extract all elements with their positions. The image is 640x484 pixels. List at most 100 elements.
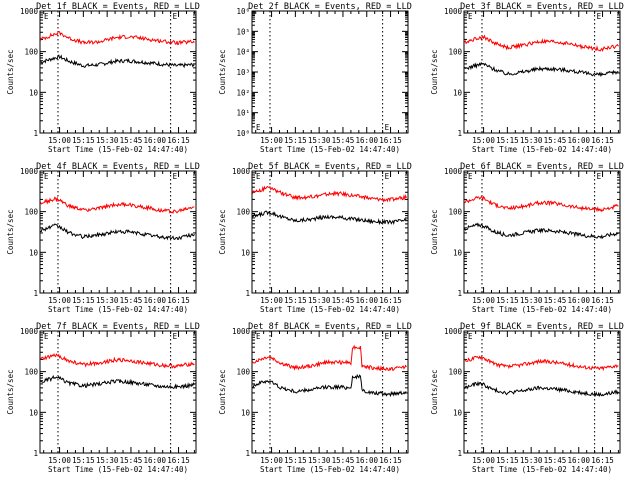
y-axis-label: Counts/sec — [430, 209, 439, 254]
y-tick-label: 1000 — [232, 327, 251, 336]
x-tick-label: 15:00 — [260, 456, 283, 465]
panel-1: Det 1f BLACK = Events, RED = LLD 1 10 100 10… — [6, 2, 200, 154]
panel-6: Det 6f BLACK = Events, RED = LLD 1 10 100 10… — [430, 162, 624, 314]
x-tick-label: 16:15 — [167, 136, 190, 145]
x-tick-label: 15:15 — [72, 136, 95, 145]
panel-7: Det 7f BLACK = Events, RED = LLD 1 10 100 10… — [6, 322, 200, 474]
y-tick-label: 1 — [457, 289, 462, 298]
marker-annotation: E — [468, 332, 473, 341]
x-tick-label: 16:00 — [355, 296, 378, 305]
series-line-events — [464, 61, 619, 78]
plot-frame — [39, 170, 197, 294]
marker-annotation: E — [385, 123, 390, 132]
series-line-lld — [464, 355, 619, 372]
y-tick-label: 10 — [453, 408, 463, 417]
y-tick-label: 1 — [245, 289, 250, 298]
x-tick-label: 16:15 — [591, 296, 614, 305]
panel-8: Det 8f BLACK = Events, RED = LLD 1 10 100 10… — [218, 322, 412, 474]
y-tick-label: 10³ — [236, 68, 250, 77]
marker-annotation: E — [385, 172, 390, 181]
x-tick-label: 15:15 — [72, 456, 95, 465]
marker-annotation: E — [173, 172, 178, 181]
panel-title: Det 3f BLACK = Events, RED = LLD — [460, 2, 624, 12]
x-tick-label: 15:15 — [72, 296, 95, 305]
y-axis-label: Counts/sec — [218, 369, 227, 414]
series-line-events — [252, 210, 407, 226]
x-tick-label: 15:30 — [308, 136, 331, 145]
panel-title: Det 9f BLACK = Events, RED = LLD — [460, 322, 624, 332]
x-tick-label: 15:30 — [96, 456, 119, 465]
x-tick-label: 15:30 — [520, 296, 543, 305]
x-tick-label: 15:30 — [520, 136, 543, 145]
plot-frame — [463, 170, 621, 294]
y-tick-label: 10⁰ — [236, 129, 250, 138]
x-tick-label: 16:00 — [567, 456, 590, 465]
marker-annotation: E — [597, 172, 602, 181]
x-tick-label: 15:15 — [496, 456, 519, 465]
x-tick-label: 16:15 — [591, 136, 614, 145]
x-tick-label: 15:45 — [120, 296, 143, 305]
y-tick-label: 100 — [448, 48, 462, 57]
x-tick-label: 15:45 — [120, 136, 143, 145]
marker-annotation: E — [173, 12, 178, 21]
x-tick-label: 15:30 — [308, 296, 331, 305]
y-tick-label: 100 — [236, 368, 250, 377]
marker-annotation: E — [173, 332, 178, 341]
series-line-events — [464, 380, 619, 397]
y-tick-label: 1000 — [20, 7, 39, 16]
y-tick-label: 100 — [448, 208, 462, 217]
x-axis-label: Start Time (15-Feb-02 14:47:40) — [472, 305, 612, 314]
x-tick-label: 15:45 — [120, 456, 143, 465]
y-axis-label: Counts/sec — [218, 209, 227, 254]
y-tick-label: 10⁴ — [236, 48, 250, 57]
y-tick-label: 1000 — [444, 7, 463, 16]
x-tick-label: 15:15 — [496, 296, 519, 305]
y-tick-label: 1 — [457, 449, 462, 458]
series-line-events — [40, 54, 195, 69]
marker-annotation: E — [468, 172, 473, 181]
x-axis-label: Start Time (15-Feb-02 14:47:40) — [260, 145, 400, 154]
series-line-lld — [40, 196, 195, 215]
plot-frame — [39, 330, 197, 454]
x-tick-label: 15:30 — [96, 136, 119, 145]
marker-annotation: E — [597, 332, 602, 341]
x-tick-label: 15:00 — [48, 456, 71, 465]
plot-frame — [39, 10, 197, 134]
series-line-events — [40, 223, 195, 241]
panel-2: Det 2f BLACK = Events, RED = LLD 10⁰ 10¹ 10… — [218, 2, 412, 154]
plot-frame — [251, 330, 409, 454]
x-tick-label: 15:45 — [544, 136, 567, 145]
series-line-lld — [40, 30, 195, 46]
x-tick-label: 16:15 — [379, 296, 402, 305]
y-tick-label: 100 — [24, 208, 38, 217]
x-tick-label: 15:15 — [284, 136, 307, 145]
marker-annotation: E — [256, 123, 261, 132]
y-tick-label: 10 — [29, 408, 39, 417]
panel-3: Det 3f BLACK = Events, RED = LLD 1 10 100 10… — [430, 2, 624, 154]
panel-4: Det 4f BLACK = Events, RED = LLD 1 10 100 10… — [6, 162, 200, 314]
y-tick-label: 100 — [24, 368, 38, 377]
y-tick-label: 10¹ — [236, 109, 250, 118]
x-tick-label: 16:15 — [379, 136, 402, 145]
y-tick-label: 1 — [33, 449, 38, 458]
x-tick-label: 16:15 — [379, 456, 402, 465]
marker-annotation: E — [468, 12, 473, 21]
y-tick-label: 1000 — [20, 327, 39, 336]
panel-title: Det 6f BLACK = Events, RED = LLD — [460, 162, 624, 172]
x-tick-label: 15:00 — [472, 136, 495, 145]
x-tick-label: 15:30 — [96, 296, 119, 305]
plot-frame — [463, 330, 621, 454]
x-axis-label: Start Time (15-Feb-02 14:47:40) — [260, 465, 400, 474]
marker-annotation: E — [597, 12, 602, 21]
marker-annotation: E — [385, 332, 390, 341]
x-tick-label: 16:00 — [355, 456, 378, 465]
x-axis-label: Start Time (15-Feb-02 14:47:40) — [48, 465, 188, 474]
marker-annotation: E — [44, 332, 49, 341]
x-axis-label: Start Time (15-Feb-02 14:47:40) — [260, 305, 400, 314]
x-tick-label: 15:00 — [48, 136, 71, 145]
series-line-lld — [252, 344, 407, 372]
plot-frame — [251, 170, 409, 294]
x-tick-label: 15:45 — [544, 456, 567, 465]
